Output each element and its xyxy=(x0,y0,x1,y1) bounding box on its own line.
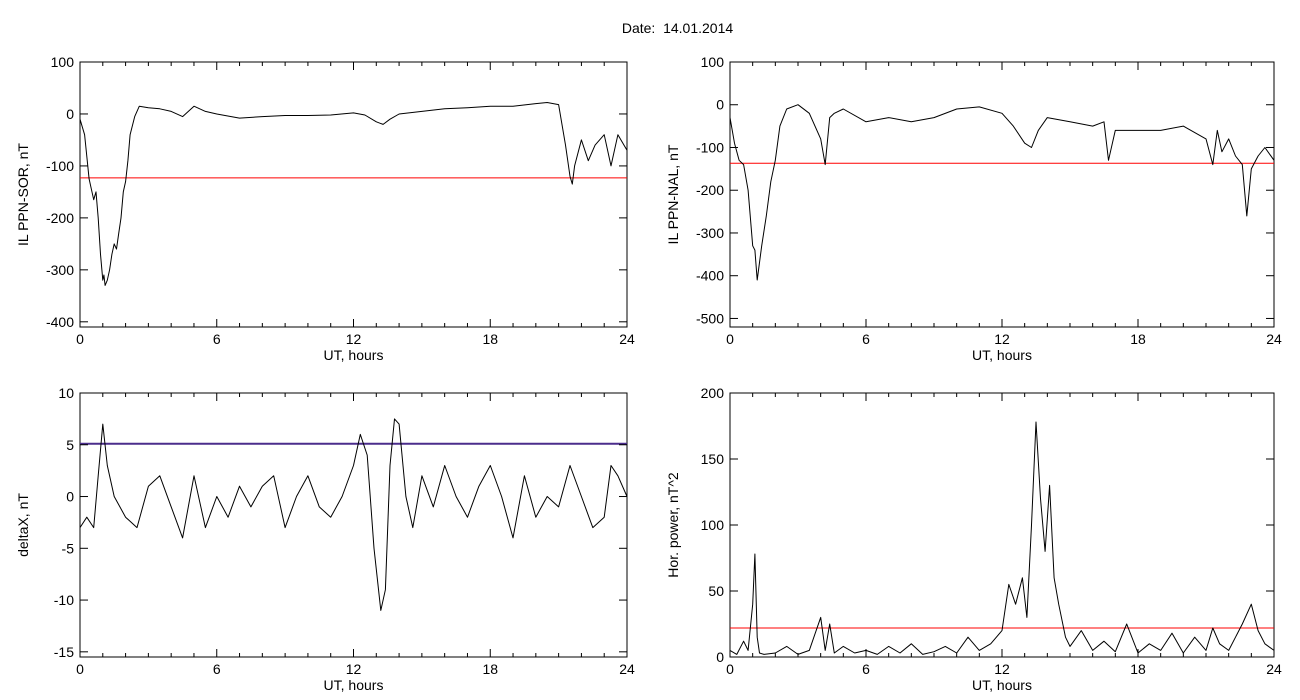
x-tick-label: 6 xyxy=(862,661,870,677)
y-tick-label: -5 xyxy=(62,540,75,556)
x-tick-label: 6 xyxy=(862,331,870,347)
chart-il-ppn-nal: 0 6 12 18 24 100 0 -100 -200 -300 -400 -500 UT, hour… xyxy=(665,54,1282,363)
x-tick-label: 12 xyxy=(346,331,362,347)
y-axis-label: deltaX, nT xyxy=(15,493,31,557)
y-tick-label: -500 xyxy=(696,310,724,326)
y-tick-label: 0 xyxy=(66,489,74,505)
y-tick-label: -200 xyxy=(696,182,724,198)
y-tick-label: 0 xyxy=(66,106,74,122)
y-tick-label: 200 xyxy=(701,385,725,401)
y-tick-label: -400 xyxy=(696,268,724,284)
y-axis-label: IL PPN-SOR, nT xyxy=(15,143,31,246)
y-tick-label: 50 xyxy=(708,583,724,599)
y-tick-label: 0 xyxy=(716,97,724,113)
x-axis-label: UT, hours xyxy=(324,677,384,693)
x-tick-label: 24 xyxy=(1266,661,1282,677)
y-tick-label: 100 xyxy=(51,54,75,70)
plot-frame xyxy=(729,61,1275,328)
y-tick-label: 0 xyxy=(716,649,724,665)
x-tick-label: 0 xyxy=(76,331,84,347)
x-tick-label: 12 xyxy=(346,661,362,677)
chart-delta-x: 0 6 12 18 24 10 5 0 -5 -10 -15 UT, hours deltaX, nT xyxy=(15,385,635,693)
plot-frame xyxy=(79,392,628,658)
y-tick-label: -200 xyxy=(46,210,74,226)
plot-frame xyxy=(79,61,628,328)
y-tick-label: 150 xyxy=(701,451,725,467)
page-title: Date: 14.01.2014 xyxy=(621,20,734,36)
chart-il-ppn-sor: 0 6 12 18 24 100 0 -100 -200 -300 -400 UT, hours IL … xyxy=(15,54,635,363)
x-tick-label: 24 xyxy=(619,331,635,347)
data-series-line xyxy=(79,418,628,611)
y-tick-label: -400 xyxy=(46,314,74,330)
x-tick-label: 18 xyxy=(482,661,498,677)
data-series-line xyxy=(729,421,1275,655)
x-axis-label: UT, hours xyxy=(324,347,384,363)
x-axis-label: UT, hours xyxy=(972,677,1032,693)
y-tick-label: 10 xyxy=(58,385,74,401)
y-tick-label: -100 xyxy=(46,158,74,174)
y-axis-label: IL PPN-NAL, nT xyxy=(665,144,681,244)
y-axis-label: Hor. power, nT^2 xyxy=(665,472,681,578)
x-tick-label: 0 xyxy=(726,331,734,347)
plot-frame xyxy=(729,392,1275,658)
x-tick-label: 24 xyxy=(619,661,635,677)
x-tick-label: 12 xyxy=(994,331,1010,347)
y-tick-label: 100 xyxy=(701,54,725,70)
y-tick-label: -10 xyxy=(54,592,74,608)
x-tick-label: 18 xyxy=(1130,331,1146,347)
y-tick-label: -300 xyxy=(46,262,74,278)
y-tick-label: -15 xyxy=(54,644,74,660)
x-tick-label: 6 xyxy=(213,661,221,677)
x-axis-label: UT, hours xyxy=(972,347,1032,363)
x-tick-label: 18 xyxy=(482,331,498,347)
x-tick-label: 6 xyxy=(213,331,221,347)
x-tick-label: 0 xyxy=(76,661,84,677)
x-tick-label: 0 xyxy=(726,661,734,677)
x-tick-label: 12 xyxy=(994,661,1010,677)
y-tick-label: -300 xyxy=(696,225,724,241)
y-tick-label: -100 xyxy=(696,139,724,155)
data-series-line xyxy=(729,104,1275,281)
y-tick-label: 5 xyxy=(66,437,74,453)
x-tick-label: 24 xyxy=(1266,331,1282,347)
y-tick-label: 100 xyxy=(701,517,725,533)
x-tick-label: 18 xyxy=(1130,661,1146,677)
chart-hor-power: 0 6 12 18 24 200 150 100 50 0 UT, hours Hor. power,… xyxy=(665,385,1282,693)
data-series-line xyxy=(79,102,628,286)
